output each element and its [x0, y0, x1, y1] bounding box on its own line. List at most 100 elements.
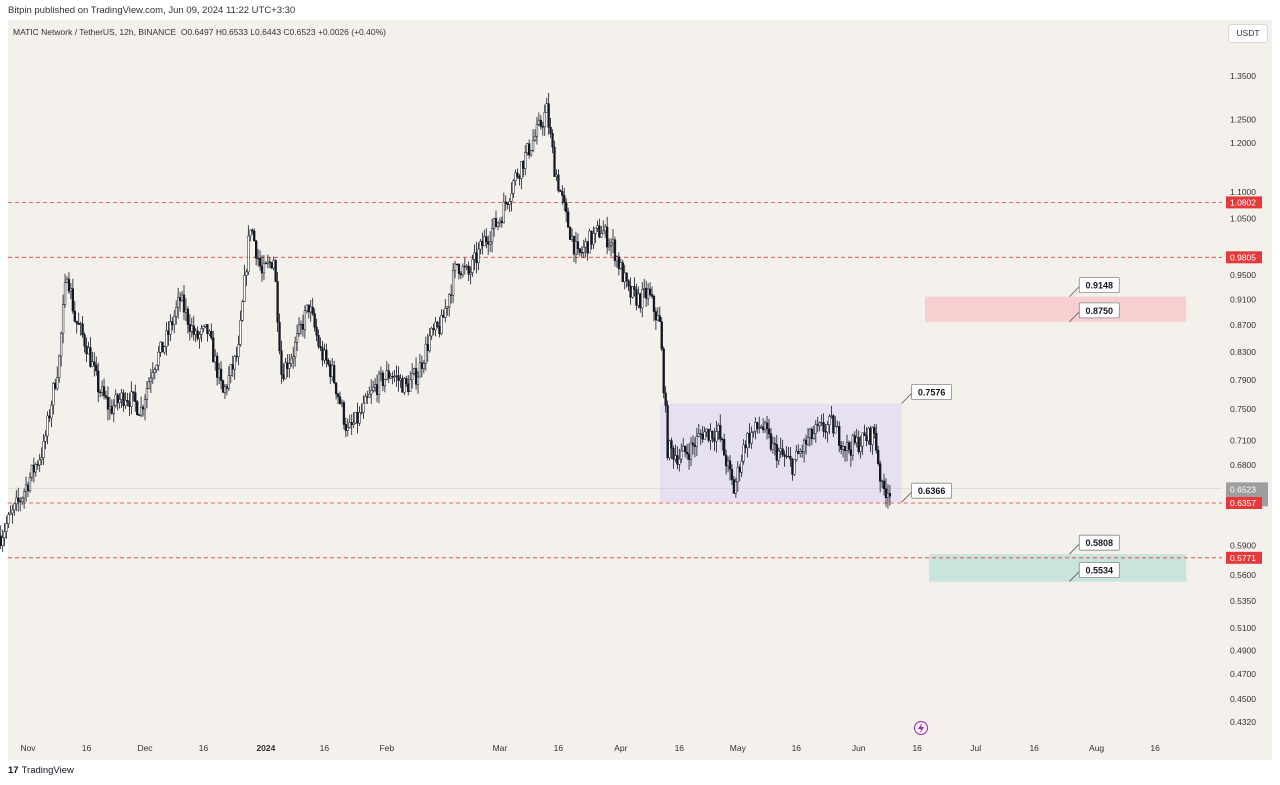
candle-body [520, 161, 523, 179]
candle-body [584, 241, 587, 248]
candle-body [645, 288, 648, 299]
candle-body [773, 443, 777, 445]
candle-body [522, 161, 525, 169]
candle-body [67, 278, 71, 292]
candle-body [136, 401, 139, 415]
candle-body [401, 378, 404, 393]
candle-body [543, 112, 546, 127]
candle-body [814, 424, 817, 434]
candle-body [680, 450, 683, 460]
candle-body [247, 235, 250, 273]
candle-body [849, 449, 853, 456]
candle-body [319, 345, 322, 349]
candle-body [707, 428, 710, 441]
candle-body [448, 294, 451, 308]
candle-body [888, 493, 892, 497]
candle-body [652, 295, 656, 312]
candle-body [223, 386, 227, 393]
candle-body [239, 320, 242, 345]
candle-body [428, 335, 431, 351]
candle-body [364, 396, 367, 404]
x-tick-label: 16 [792, 743, 802, 753]
candle-body [557, 174, 560, 191]
candle-body [432, 328, 435, 331]
candle-body [311, 306, 314, 314]
candle-body [34, 464, 37, 473]
candle-body [843, 445, 847, 451]
candle-body [654, 311, 658, 321]
candle-body [512, 180, 515, 194]
candle-body [173, 316, 176, 326]
candle-body [801, 451, 804, 453]
candle-body [568, 227, 572, 240]
candle-body [1, 537, 4, 547]
candle-body [582, 246, 585, 253]
candle-body [313, 313, 316, 328]
candle-body [643, 288, 646, 290]
candle-body [656, 315, 660, 321]
candle-body [155, 364, 158, 370]
candle-body [272, 260, 275, 269]
candle-body [613, 239, 617, 262]
candle-body [416, 376, 420, 385]
candle-body [785, 455, 788, 458]
y-tick-label: 0.4500 [1230, 694, 1256, 704]
candle-body [192, 325, 195, 335]
candle-body [303, 310, 307, 330]
candle-body [48, 415, 51, 419]
candle-body [235, 355, 238, 358]
candle-body [884, 488, 888, 498]
candle-body [592, 233, 595, 245]
candle-body [576, 241, 580, 250]
candle-body [479, 240, 482, 250]
candle-body [52, 382, 55, 406]
candle-body [288, 363, 291, 369]
candle-body [108, 406, 112, 410]
candle-body [295, 333, 299, 343]
chart-area[interactable] [8, 20, 1272, 760]
candle-body [639, 293, 642, 309]
candle-body [334, 382, 338, 395]
published-info: Bitpin published on TradingView.com, Jun… [8, 5, 296, 16]
tradingview-brand: TradingView [21, 765, 74, 776]
candle-body [106, 397, 110, 410]
candle-body [684, 445, 687, 453]
candle-body [46, 415, 49, 437]
x-tick-label: Aug [1089, 743, 1104, 753]
candle-body [292, 356, 295, 360]
candle-body [151, 372, 154, 379]
candle-body [598, 225, 601, 238]
candle-body [742, 444, 745, 462]
candle-body [641, 289, 644, 309]
candle-body [225, 386, 229, 389]
candle-body [775, 444, 778, 461]
candle-body [167, 330, 170, 335]
candle-body [77, 322, 80, 325]
candle-body [451, 270, 455, 296]
candle-body [202, 326, 205, 329]
candle-body [317, 335, 320, 347]
candle-body [407, 383, 410, 393]
candle-body [81, 323, 84, 336]
candle-body [368, 393, 371, 398]
candle-body [857, 437, 860, 452]
candle-body [609, 242, 613, 246]
candle-body [705, 428, 708, 433]
candle-body [290, 358, 293, 364]
candle-body [762, 426, 765, 431]
candle-body [841, 445, 845, 450]
candle-body [627, 280, 630, 287]
candle-body [227, 375, 230, 389]
current-price-label: 0.6523 [1230, 484, 1256, 494]
candle-body [820, 422, 823, 424]
y-tick-label: 0.5350 [1230, 596, 1256, 606]
y-tick-label: 0.5600 [1230, 570, 1256, 580]
candle-body [24, 484, 28, 493]
candle-body [508, 200, 511, 205]
candle-body [463, 265, 466, 268]
candle-body [500, 220, 504, 224]
currency-button[interactable]: USDT [1228, 24, 1268, 43]
candle-body [572, 235, 576, 255]
candle-body [412, 368, 416, 374]
